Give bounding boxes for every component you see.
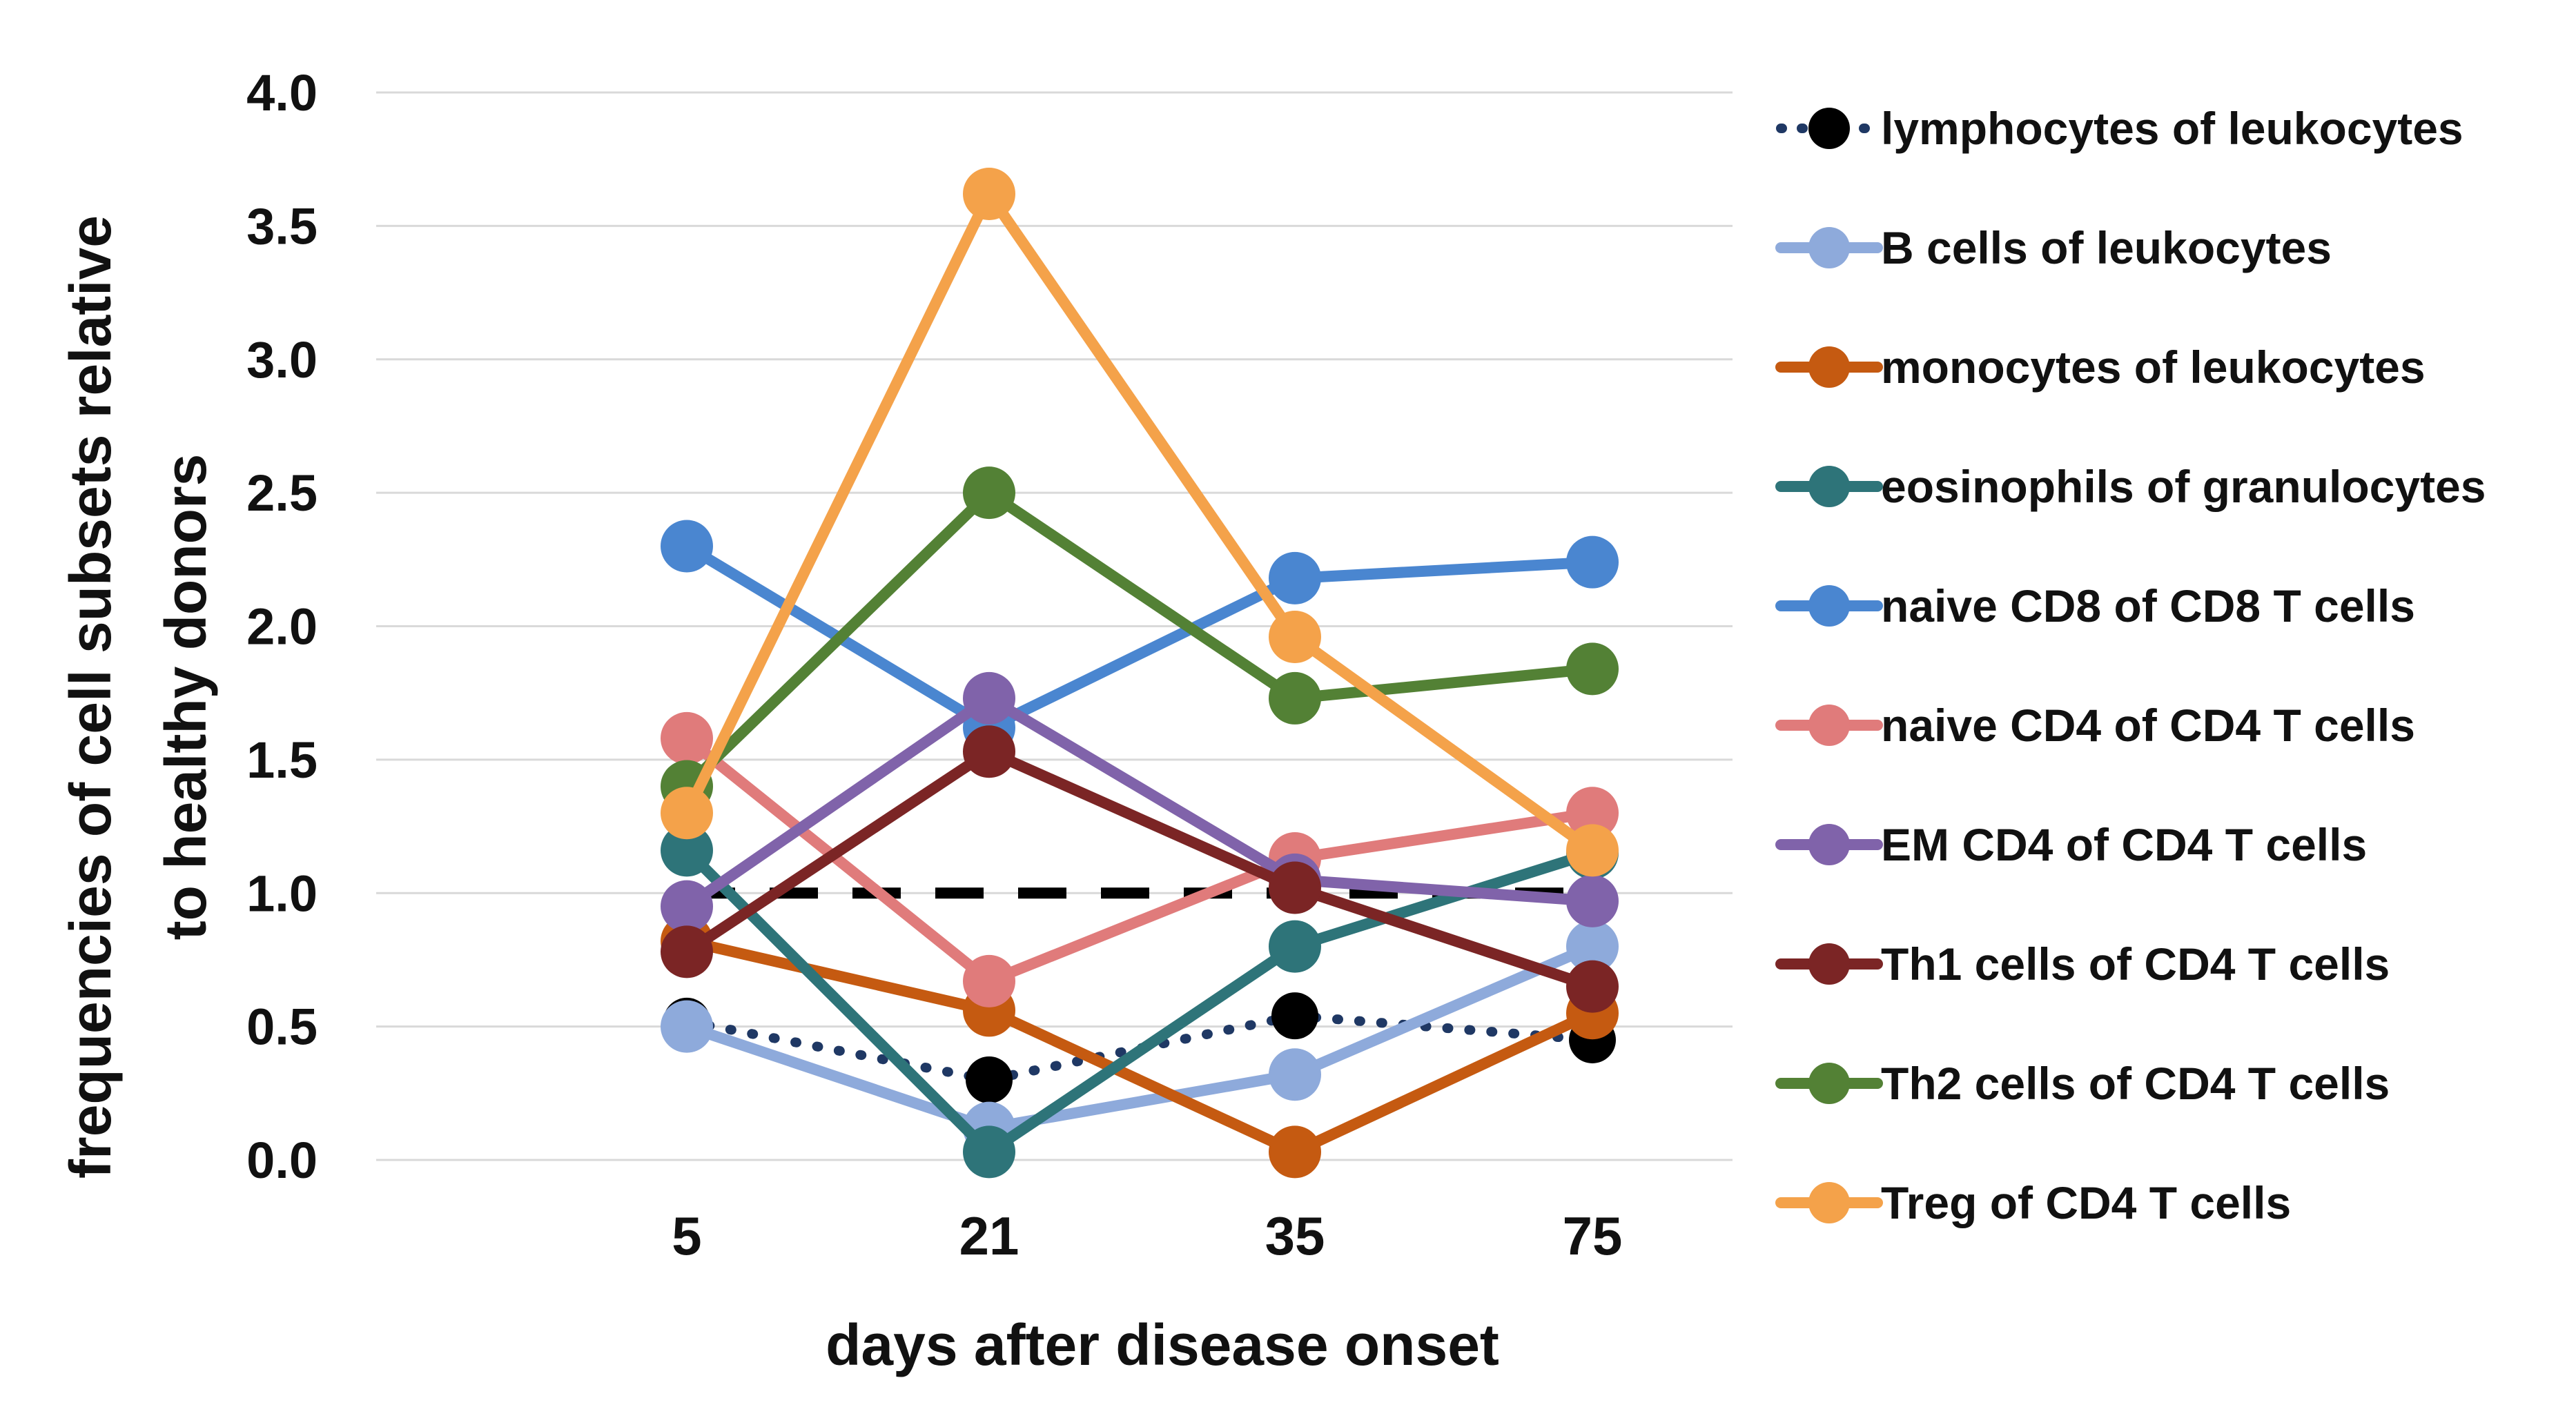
data-point — [1271, 992, 1318, 1040]
series-8 — [661, 466, 1619, 813]
series-line — [681, 845, 1598, 1158]
legend-label: naive CD8 of CD8 T cells — [1881, 580, 2415, 631]
legend-label: monocytes of leukocytes — [1881, 342, 2426, 393]
data-point — [661, 824, 713, 877]
series-line — [681, 487, 1598, 792]
data-point — [963, 167, 1015, 220]
legend-swatch-marker — [1808, 824, 1850, 865]
x-axis-title: days after disease onset — [826, 1312, 1499, 1377]
y-axis-ticks: 0.0 0.5 1.0 1.5 2.0 2.5 3.0 3.5 4.0 — [246, 64, 318, 1189]
legend-label: Treg of CD4 T cells — [1881, 1177, 2291, 1228]
legend-item: naive CD8 of CD8 T cells — [1775, 580, 2415, 631]
legend-item: naive CD4 of CD4 T cells — [1775, 700, 2415, 751]
x-axis-ticks: 5 21 35 75 — [672, 1205, 1622, 1266]
data-point — [1269, 1125, 1321, 1179]
data-point — [966, 1056, 1013, 1103]
data-point — [963, 1125, 1015, 1179]
legend-item: Th2 cells of CD4 T cells — [1775, 1058, 2390, 1109]
y-tick-label: 3.0 — [246, 331, 318, 388]
series-1 — [661, 920, 1619, 1154]
data-point — [1269, 861, 1321, 914]
legend-label: eosinophils of granulocytes — [1881, 461, 2486, 512]
series-line — [681, 540, 1598, 734]
legend-item: B cells of leukocytes — [1775, 222, 2332, 273]
legend-item: monocytes of leukocytes — [1775, 342, 2426, 393]
x-tick-label: 35 — [1265, 1205, 1325, 1266]
legend-item: Th1 cells of CD4 T cells — [1775, 938, 2390, 990]
series-9 — [661, 167, 1619, 877]
legend-label: lymphocytes of leukocytes — [1881, 103, 2463, 154]
legend-swatch-marker — [1808, 227, 1850, 268]
legend-label: Th2 cells of CD4 T cells — [1881, 1058, 2390, 1109]
series-group — [661, 167, 1619, 1179]
y-tick-label: 0.0 — [246, 1132, 318, 1189]
data-point — [1566, 874, 1619, 927]
legend-swatch-marker — [1808, 1063, 1850, 1104]
series-7 — [661, 725, 1619, 1013]
y-tick-label: 1.0 — [246, 865, 318, 922]
legend-swatch-marker — [1808, 108, 1850, 149]
x-tick-label: 75 — [1563, 1205, 1623, 1266]
legend-swatch-marker — [1808, 585, 1850, 627]
data-point — [661, 520, 713, 573]
legend-item: eosinophils of granulocytes — [1775, 461, 2486, 512]
y-axis-title-line-2: to healthy donors — [153, 454, 218, 941]
legend-item: lymphocytes of leukocytes — [1776, 103, 2463, 154]
y-axis-title-line-1: frequencies of cell subsets relative — [58, 215, 123, 1179]
data-point — [661, 880, 713, 933]
x-tick-label: 5 — [672, 1205, 701, 1266]
y-tick-label: 0.5 — [246, 998, 318, 1056]
legend-swatch-marker — [1808, 1182, 1850, 1223]
data-point — [1566, 824, 1619, 877]
legend-item: EM CD4 of CD4 T cells — [1775, 819, 2367, 870]
y-tick-label: 2.0 — [246, 598, 318, 656]
data-point — [963, 466, 1015, 520]
gridlines — [376, 91, 1733, 1161]
data-point — [1269, 610, 1321, 663]
data-point — [1269, 920, 1321, 973]
series-line — [681, 935, 1598, 1158]
data-point — [1566, 787, 1619, 840]
data-point — [661, 925, 713, 978]
data-point — [1566, 920, 1619, 973]
series-line — [681, 941, 1598, 1134]
legend: lymphocytes of leukocytes B cells of leuk… — [1775, 103, 2486, 1228]
y-tick-label: 2.5 — [246, 464, 318, 522]
legend-swatch-marker — [1808, 705, 1850, 746]
data-point — [661, 787, 713, 840]
data-point — [1269, 551, 1321, 604]
series-line — [681, 692, 1598, 912]
data-point — [1269, 671, 1321, 725]
y-tick-label: 4.0 — [246, 64, 318, 121]
legend-swatch-marker — [1808, 346, 1850, 388]
legend-label: EM CD4 of CD4 T cells — [1881, 819, 2367, 870]
legend-swatch-marker — [1808, 466, 1850, 507]
series-4 — [661, 520, 1619, 754]
series-line — [681, 746, 1598, 992]
y-tick-label: 3.5 — [246, 197, 318, 255]
series-line — [681, 732, 1598, 987]
data-point — [963, 725, 1015, 778]
data-point — [661, 1000, 713, 1053]
legend-label: naive CD4 of CD4 T cells — [1881, 700, 2415, 751]
data-point — [1566, 642, 1619, 696]
data-point — [1269, 1048, 1321, 1101]
data-point — [1566, 535, 1619, 589]
data-point — [661, 711, 713, 765]
x-tick-label: 21 — [959, 1205, 1019, 1266]
legend-swatch-marker — [1808, 943, 1850, 985]
legend-item: Treg of CD4 T cells — [1775, 1177, 2291, 1228]
series-line — [681, 188, 1598, 856]
y-tick-label: 1.5 — [246, 731, 318, 789]
legend-label: B cells of leukocytes — [1881, 222, 2332, 273]
data-point — [963, 954, 1015, 1007]
data-point — [963, 671, 1015, 725]
data-point — [1566, 960, 1619, 1013]
legend-label: Th1 cells of CD4 T cells — [1881, 938, 2390, 990]
